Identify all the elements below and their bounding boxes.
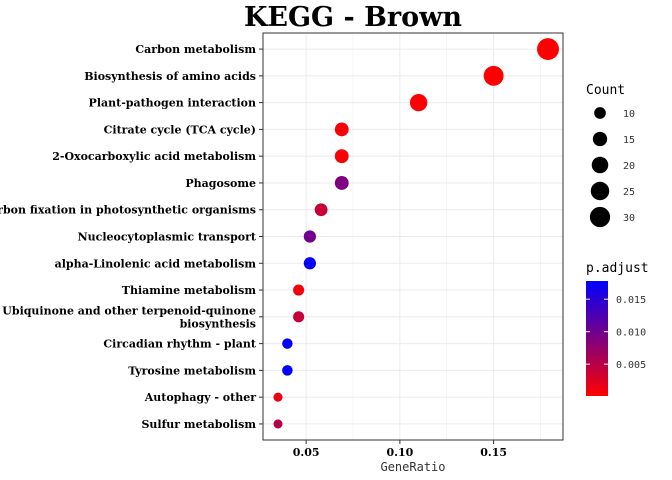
data-point (409, 93, 428, 112)
data-point (293, 311, 305, 323)
size-legend-dot (592, 131, 608, 147)
data-point (293, 284, 305, 296)
category-label: Carbon fixation in photosynthetic organi… (0, 204, 256, 217)
data-point (334, 149, 349, 164)
data-point (282, 338, 293, 349)
category-label: alpha-Linolenic acid metabolism (55, 257, 257, 270)
data-point (273, 419, 283, 429)
size-legend-label: 10 (623, 109, 635, 120)
category-label: Tyrosine metabolism (128, 364, 256, 377)
color-legend-title: p.adjust (586, 261, 649, 276)
category-label: Carbon metabolism (135, 43, 256, 56)
size-legend: Count 10 15 20 25 30 (586, 83, 635, 228)
y-axis-ticks (259, 48, 263, 425)
size-legend-dot (591, 156, 609, 174)
chart-title: KEGG - Brown (244, 2, 462, 33)
panel-border (262, 32, 564, 441)
size-legend-dot (589, 206, 611, 228)
data-point (303, 230, 317, 243)
size-legend-title: Count (586, 83, 625, 98)
data-point (314, 203, 328, 217)
category-label: Sulfur metabolism (141, 418, 256, 431)
data-point (334, 176, 349, 190)
category-label: Thiamine metabolism (122, 284, 257, 297)
category-label: Biosynthesis of amino acids (84, 70, 256, 83)
x-tick-label: 0.10 (386, 446, 413, 459)
grid-lines (263, 33, 563, 440)
size-legend-dot (594, 107, 606, 119)
y-axis-category-labels: Carbon metabolism Biosynthesis of amino a… (0, 43, 257, 431)
color-legend-label: 0.005 (616, 360, 646, 371)
size-legend-label: 15 (623, 135, 635, 146)
data-point (303, 257, 317, 270)
category-label: 2-Oxocarboxylic acid metabolism (52, 150, 256, 163)
color-legend-label: 0.015 (616, 295, 646, 306)
data-point (537, 38, 559, 61)
data-point (334, 122, 349, 137)
data-points (273, 38, 559, 429)
color-legend-gradient-bar (586, 281, 608, 396)
data-point (273, 392, 283, 402)
category-label: Circadian rhythm - plant (103, 338, 257, 351)
category-label: Autophagy - other (144, 391, 256, 404)
size-legend-label: 20 (623, 161, 635, 172)
color-legend-label: 0.010 (616, 328, 646, 339)
category-label: Plant-pathogen interaction (89, 97, 256, 110)
category-label: Nucleocytoplasmic transport (78, 231, 257, 244)
x-tick-label: 0.15 (480, 446, 507, 459)
data-point (483, 65, 504, 86)
category-label: Phagosome (185, 177, 256, 190)
x-tick-label: 0.05 (293, 446, 320, 459)
data-point (282, 365, 293, 376)
color-legend: p.adjust 0.005 0.010 0.015 (586, 261, 649, 396)
category-label: Citrate cycle (TCA cycle) (104, 123, 256, 136)
x-axis-label: GeneRatio (380, 460, 445, 474)
size-legend-dot (590, 181, 610, 201)
x-axis-ticks: 0.05 0.10 0.15 (293, 440, 507, 459)
size-legend-label: 25 (623, 187, 635, 198)
category-label: Ubiquinone and other terpenoid-quinone bi… (2, 304, 256, 330)
size-legend-label: 30 (623, 213, 635, 224)
